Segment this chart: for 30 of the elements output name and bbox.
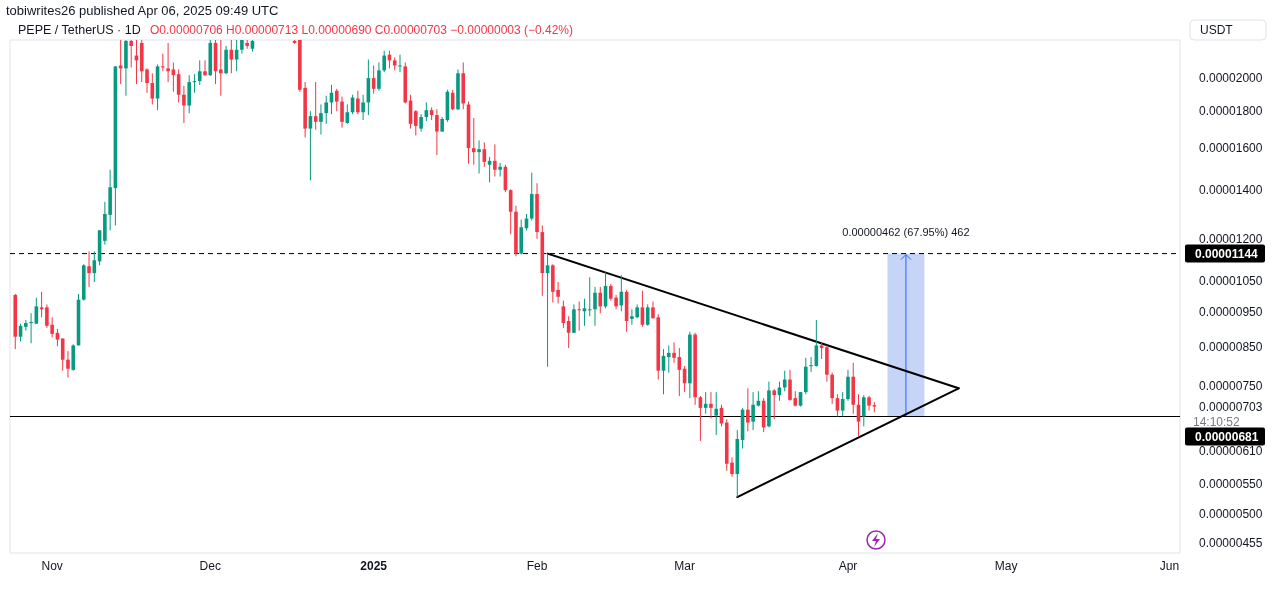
x-tick-label: 2025 — [360, 559, 388, 573]
x-tick-label: Nov — [41, 559, 63, 573]
y-tick-label: 0.00000610 — [1199, 444, 1263, 459]
x-tick-label: Mar — [674, 559, 695, 573]
y-tick-label: 0.00001600 — [1199, 141, 1263, 156]
y-tick-label: 0.00001050 — [1199, 273, 1263, 288]
y-tick-label: 0.00002000 — [1199, 71, 1263, 86]
y-tick-label: 0.00001200 — [1199, 231, 1263, 246]
y-tick-label: 0.00000703 — [1199, 399, 1263, 414]
y-tick-label: 0.00000850 — [1199, 339, 1263, 354]
y-tick-label: 0.00001800 — [1199, 104, 1263, 119]
text: O0.00000706 H0.00000713 L0.00000690 C0.00000703 −0.00000003 (−0.42%) — [150, 23, 574, 37]
x-tick-label: Jun — [1159, 559, 1180, 573]
ref-line-label: 0.00001144 — [1195, 247, 1259, 262]
annotation: 0.00000462 (67.95%) 462 — [842, 225, 970, 238]
y-tick-label: 0.00000550 — [1199, 476, 1263, 491]
x-tick-label: May — [994, 559, 1018, 573]
y-tick-label: 0.00000950 — [1199, 304, 1263, 319]
text: 14:10:52 — [1193, 414, 1241, 429]
y-tick-label: 0.00000750 — [1199, 379, 1263, 394]
chart-title: PEPE / TetherUS · 1D — [18, 23, 141, 37]
y-tick-label: 0.00000455 — [1199, 536, 1263, 551]
y-tick-label: 0.00001400 — [1199, 183, 1263, 198]
x-tick-label: Apr — [838, 559, 858, 573]
ref-line-label: 0.00000681 — [1195, 430, 1259, 445]
x-tick-label: Feb — [526, 559, 548, 573]
y-tick-label: 0.00000500 — [1199, 506, 1263, 521]
y-axis-title: USDT — [1200, 23, 1234, 37]
text: tobiwrites26 published Apr 06, 2025 09:49 UTC — [6, 3, 279, 18]
x-tick-label: Dec — [199, 559, 221, 573]
